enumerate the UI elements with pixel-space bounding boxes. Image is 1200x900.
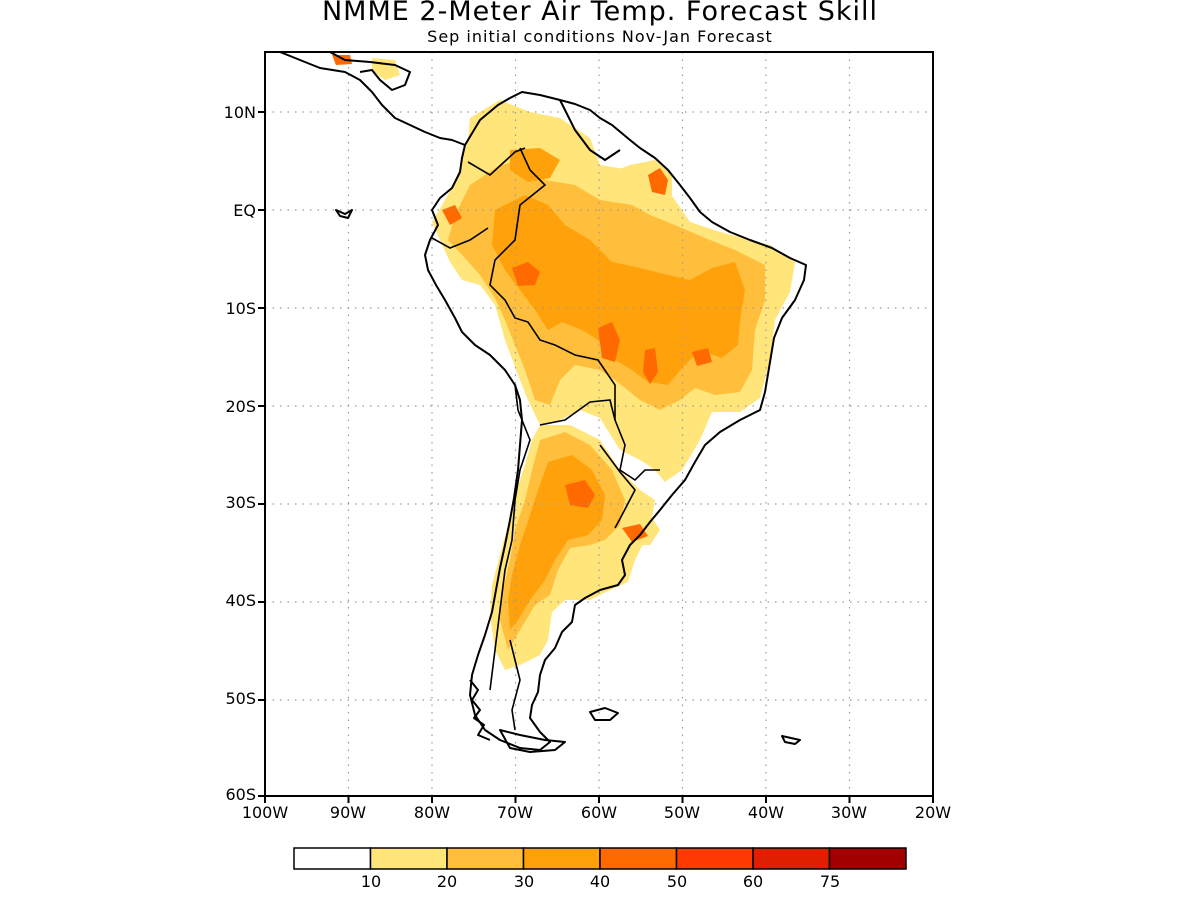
caribbean-coastline [329,52,411,91]
colorbar-label-10: 10 [360,872,382,891]
colorbar-swatch [369,847,448,870]
colorbar-label-60: 60 [742,872,764,891]
tierra-del-fuego [499,729,566,753]
colorbar-swatch [675,847,754,870]
shade-level-4-rondonia [598,322,620,362]
colorbar-swatch [752,847,831,870]
shade-level-4-amapa [648,168,668,195]
lon-label-30w: 30W [830,803,868,822]
lat-label-50s: 50S [225,689,256,708]
border-brazil-west [489,147,660,482]
lat-label-30s: 30S [225,493,256,512]
lon-label-80w: 80W [413,803,451,822]
lat-label-10s: 10S [225,299,256,318]
colorbar-swatch [446,847,525,870]
shade-level-4-mexico [332,55,352,65]
shade-level-4-acre [512,262,540,286]
shade-level-4-ecuador [442,205,462,225]
lat-label-60s: 60S [225,785,256,804]
border-argentina-patagonia [509,639,521,731]
border-andes [489,384,531,691]
colorbar-label-20: 20 [436,872,458,891]
lon-label-60w: 60W [580,803,618,822]
border-bolivia-paraguay [539,399,616,426]
lon-label-50w: 50W [663,803,701,822]
map-subtitle: Sep initial conditions Nov-Jan Forecast [427,27,773,46]
colorbar-swatch [828,847,907,870]
shade-level-4-uruguay [622,524,648,542]
lat-label-20s: 20S [225,397,256,416]
colorbar-label-75: 75 [819,872,841,891]
lon-label-40w: 40W [747,803,785,822]
galapagos [335,209,353,219]
axis-ticks [258,111,934,803]
lon-label-90w: 90W [329,803,367,822]
shade-level-4-matogrosso [643,348,658,384]
shade-level-4-cordoba [565,480,595,508]
coastlines [279,52,807,753]
lon-label-100w: 100W [241,803,289,822]
lat-label-40s: 40S [225,591,256,610]
shade-level-3-venezuela [510,148,560,182]
colorbar-label-40: 40 [589,872,611,891]
lat-label-eq: EQ [233,201,256,220]
south-georgia [781,735,801,745]
lon-label-20w: 20W [914,803,952,822]
colorbar [293,847,907,870]
border-colombia [467,147,526,176]
guianas-border [559,99,621,161]
south-america-coastline [424,91,807,751]
colorbar-label-30: 30 [513,872,535,891]
falklands [589,707,619,721]
country-borders [431,147,660,731]
colorbar-label-50: 50 [666,872,688,891]
colorbar-swatch [599,847,678,870]
shade-level-3-amazon [492,195,745,385]
colorbar-swatch [293,847,372,870]
colorbar-swatch [522,847,601,870]
map-title: NMME 2-Meter Air Temp. Forecast Skill [321,0,879,27]
chile-archipelago [469,679,491,741]
lon-label-70w: 70W [496,803,534,822]
skill-shading [332,55,795,670]
shade-level-4-goias [692,348,712,366]
border-argentina-uruguay [599,444,636,529]
central-america-coastline [279,52,466,146]
lat-label-10n: 10N [223,103,256,122]
border-ecuador-peru [431,227,489,249]
